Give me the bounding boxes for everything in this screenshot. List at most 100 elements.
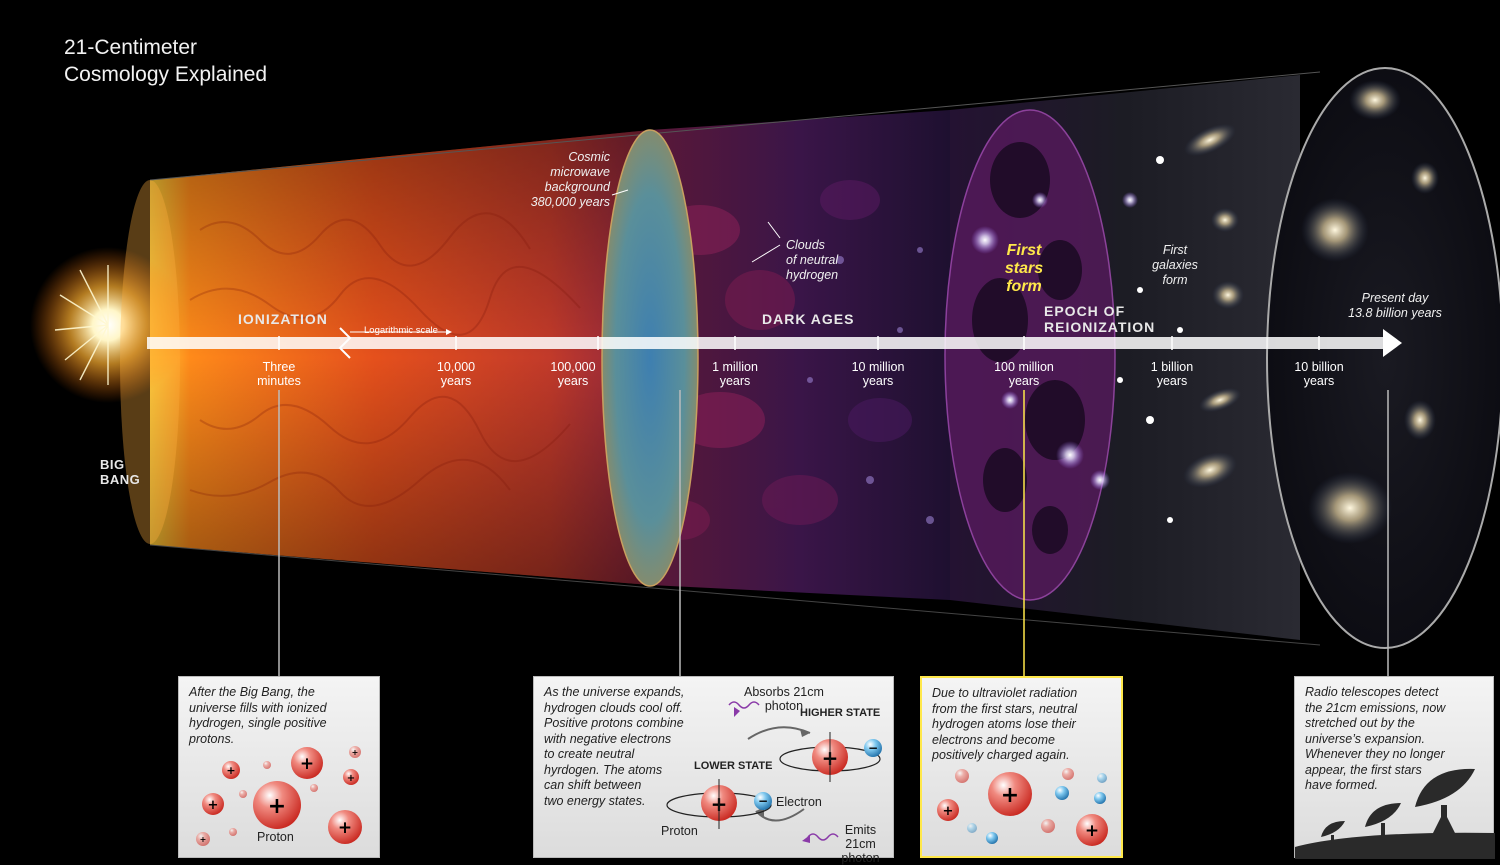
box-text-line: Positive protons combine: [544, 716, 684, 730]
box-text-line: As the universe expands,: [544, 685, 685, 699]
cmb-line-3: background: [544, 180, 610, 194]
tick-label: 10,000 years: [396, 360, 516, 388]
freed-electrons: [967, 773, 1107, 844]
first-galaxies-annotation: First galaxies form: [1140, 243, 1210, 288]
svg-text:+: +: [226, 764, 235, 777]
dark-ages-box-text: As the universe expands, hydrogen clouds…: [544, 685, 684, 809]
higher-state-label: HIGHER STATE: [800, 707, 881, 719]
box-text-line: from the first stars, neutral: [932, 701, 1078, 716]
title-line-2: Cosmology Explained: [64, 63, 268, 86]
present-day-line-1: Present day: [1361, 291, 1429, 305]
box-text-line: with negative electrons: [544, 731, 672, 746]
emits-photon-label: Emits 21cm photon: [828, 823, 893, 865]
hydrogen-energy-states-illustration: + − + −: [666, 701, 882, 843]
title-line-1: 21-Centimeter: [64, 36, 198, 59]
tick-line-2: years: [719, 374, 751, 388]
tick-line-2: years: [862, 374, 894, 388]
ionized-protons-illustration: + + + + + + + +: [196, 746, 362, 846]
tick-line-1: 10 million: [851, 360, 905, 374]
tick-line-1: 100,000: [550, 360, 596, 374]
svg-text:−: −: [868, 741, 878, 755]
tick-line-2: years: [557, 374, 589, 388]
dark-ages-stars: [807, 247, 934, 524]
big-bang-label: BIG BANG: [100, 457, 140, 487]
era-ionization: IONIZATION: [238, 311, 328, 327]
cmb-line-2: microwave: [550, 165, 610, 179]
box-text-line: can shift between: [544, 778, 642, 792]
box-text-line: Whenever they no longer: [1305, 747, 1445, 761]
era-reionization-line-2: REIONIZATION: [1044, 319, 1156, 335]
tick-line-2: years: [440, 374, 472, 388]
first-stars-line-1: First: [1006, 242, 1042, 259]
first-galaxies-line-3: form: [1162, 273, 1188, 287]
clouds-line-1: Clouds: [786, 238, 825, 252]
box-text-line: have formed.: [1305, 778, 1378, 792]
tick-line-2: years: [1008, 374, 1040, 388]
cmb-line-4: 380,000 years: [530, 195, 610, 209]
ionization-info-box: After the Big Bang, the universe fills w…: [178, 676, 380, 858]
tick-label: Three minutes: [219, 360, 339, 388]
reionization-box-text: Due to ultraviolet radiation from the fi…: [932, 686, 1077, 764]
box-text-line: to create neutral: [544, 747, 635, 761]
clouds-line-2: of neutral: [786, 253, 839, 267]
tick-label: 1 million years: [675, 360, 795, 388]
tick-label: 1 billion years: [1112, 360, 1232, 388]
tick-line-2: minutes: [257, 374, 301, 388]
tick-line-1: 1 billion: [1150, 360, 1194, 374]
box-text-line: Radio telescopes detect: [1305, 685, 1439, 699]
tick-label: 100,000 years: [513, 360, 633, 388]
cmb-disk: [601, 129, 699, 587]
timeline-axis: [147, 327, 1402, 359]
first-stars-annotation: First stars form: [994, 242, 1054, 296]
dark-ages-info-box: As the universe expands, hydrogen clouds…: [533, 676, 894, 865]
svg-text:+: +: [1085, 821, 1099, 841]
era-reionization-line-1: EPOCH OF: [1044, 303, 1126, 319]
annotation-leaders: [611, 189, 781, 263]
tick-line-1: Three: [262, 360, 296, 374]
box-text-line: After the Big Bang, the: [189, 685, 315, 699]
early-galaxies: [1117, 123, 1244, 523]
big-bang-line-1: BIG: [100, 457, 125, 472]
log-scale-label: Logarithmic scale: [364, 325, 438, 336]
box-text-line: appear, the first stars: [1305, 762, 1422, 777]
first-stars-line-2: stars: [1004, 260, 1044, 277]
tick-line-1: 1 million: [712, 360, 758, 374]
absorbs-line-2: photon: [764, 699, 804, 713]
svg-text:+: +: [347, 773, 355, 784]
tick-line-1: 100 million: [994, 360, 1054, 374]
box-text-line: protons.: [189, 731, 235, 746]
era-reionization: EPOCH OF REIONIZATION: [1044, 303, 1155, 335]
clouds-annotation: Clouds of neutral hydrogen: [786, 238, 838, 283]
ionization-box-text: After the Big Bang, the universe fills w…: [189, 685, 327, 747]
cmb-annotation: Cosmic microwave background 380,000 year…: [500, 150, 610, 210]
proton-label: Proton: [661, 824, 698, 838]
box-text-line: stretched out by the: [1305, 716, 1415, 730]
box-text-line: positively charged again.: [932, 748, 1070, 762]
svg-text:+: +: [300, 754, 314, 774]
lower-state-label: LOWER STATE: [694, 760, 773, 772]
tick-label: 100 million years: [964, 360, 1084, 388]
svg-text:+: +: [268, 794, 286, 819]
first-stars-glows: [971, 192, 1138, 490]
era-dark-ages: DARK AGES: [762, 311, 855, 327]
tick-line-1: 10,000: [436, 360, 476, 374]
tick-line-2: years: [1303, 374, 1335, 388]
present-day-line-2: 13.8 billion years: [1348, 306, 1442, 320]
tick-label: 10 billion years: [1259, 360, 1379, 388]
first-stars-line-3: form: [1006, 278, 1042, 295]
box-text-line: hyrdogen. The atoms: [544, 762, 663, 777]
clouds-line-3: hydrogen: [786, 268, 839, 282]
tick-line-1: 10 billion: [1294, 360, 1344, 374]
box-text-line: universe’s expansion.: [1305, 731, 1425, 746]
first-galaxies-line-1: First: [1162, 243, 1188, 257]
cmb-line-1: Cosmic: [568, 150, 610, 164]
radio-telescopes-illustration: [1295, 768, 1495, 859]
tick-line-2: years: [1156, 374, 1188, 388]
tick-label: 10 million years: [818, 360, 938, 388]
present-day-galaxies: [1301, 80, 1439, 544]
electron-label: Electron: [776, 795, 822, 809]
svg-text:+: +: [352, 748, 359, 757]
absorbs-line-1: Absorbs 21cm: [744, 685, 824, 699]
